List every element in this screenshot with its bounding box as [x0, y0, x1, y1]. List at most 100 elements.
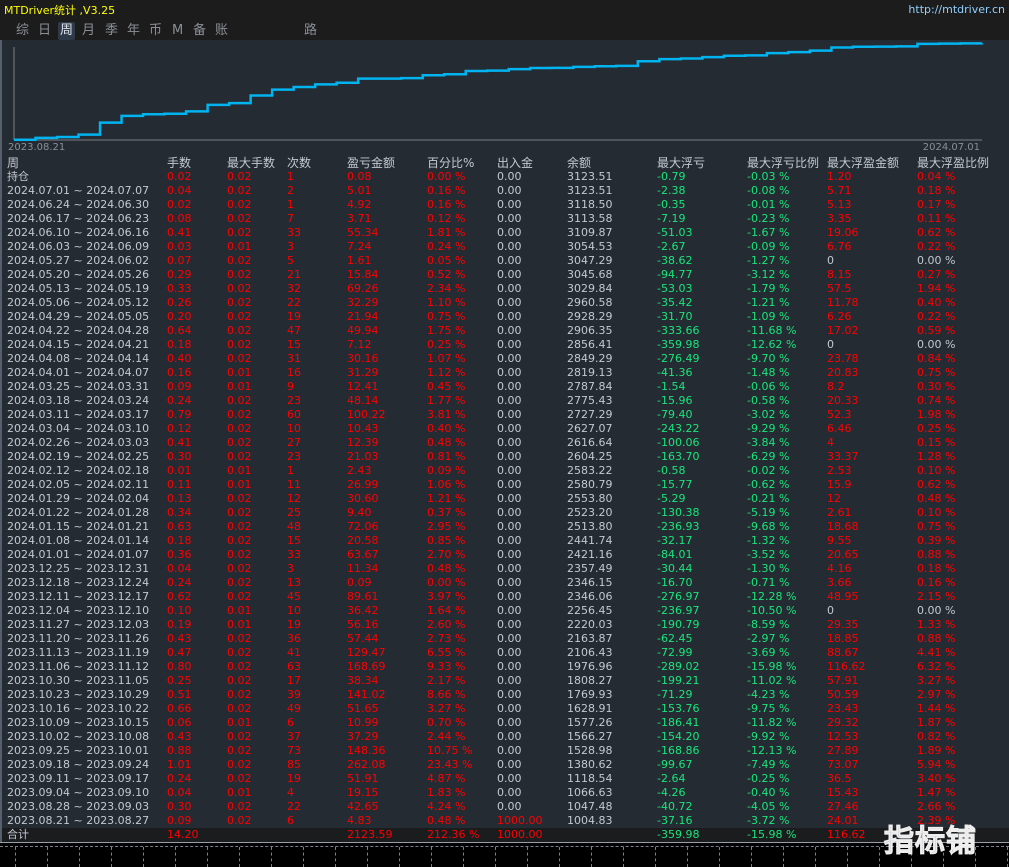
- deposit-cell: 0.00: [497, 352, 522, 365]
- max-float-profit-cell: 3.66: [827, 576, 852, 589]
- max-float-loss-cell: -100.06: [657, 436, 700, 449]
- profit-cell: 11.34: [347, 562, 379, 575]
- max-float-loss-pct-cell: -12.13 %: [747, 744, 797, 757]
- lots-cell: 0.09: [167, 380, 192, 393]
- max-float-loss-cell: -72.99: [657, 646, 693, 659]
- week-cell: 2023.10.02 ~ 2023.10.08: [7, 730, 150, 743]
- lots-cell: 0.12: [167, 422, 192, 435]
- tab-5[interactable]: 年: [127, 23, 141, 38]
- deposit-cell: 0.00: [497, 660, 522, 673]
- max-float-loss-cell: -16.70: [657, 576, 693, 589]
- max-float-profit-pct-cell: 0.10 %: [917, 464, 956, 477]
- table-row: 2024.04.29 ~ 2024.05.05 0.20 0.02 19 21.94 0.…: [2, 310, 1009, 324]
- max-float-profit-pct-cell: 0.88 %: [917, 632, 956, 645]
- count-cell: 7: [287, 212, 294, 225]
- max-float-loss-pct-cell: -3.02 %: [747, 408, 790, 421]
- week-cell: 2024.01.22 ~ 2024.01.28: [7, 506, 150, 519]
- max-float-loss-cell: -289.02: [657, 660, 700, 673]
- count-cell: 15: [287, 338, 301, 351]
- week-cell: 2023.08.21 ~ 2023.08.27: [7, 814, 150, 827]
- max-float-loss-pct-cell: -8.59 %: [747, 618, 790, 631]
- deposit-cell: 0.00: [497, 170, 522, 183]
- tab-4[interactable]: 季: [105, 23, 119, 38]
- profit-cell: 89.61: [347, 590, 379, 603]
- balance-cell: 2346.06: [567, 590, 613, 603]
- table-row: 2024.03.04 ~ 2024.03.10 0.12 0.02 10 10.43 0.…: [2, 422, 1009, 436]
- deposit-cell: 0.00: [497, 226, 522, 239]
- max-float-profit-cell: 5.13: [827, 198, 852, 211]
- table-row: 2024.05.20 ~ 2024.05.26 0.29 0.02 21 15.84 0.…: [2, 268, 1009, 282]
- table-row: 2024.02.26 ~ 2024.03.03 0.41 0.02 27 12.39 0.…: [2, 436, 1009, 450]
- max-float-loss-pct-cell: -10.50 %: [747, 604, 797, 617]
- max-float-profit-pct-cell: 0.30 %: [917, 380, 956, 393]
- count-cell: 22: [287, 296, 301, 309]
- max-float-loss-pct-cell: -15.98 %: [747, 660, 797, 673]
- max-float-loss-cell: -37.16: [657, 814, 693, 827]
- table-row: 2023.10.02 ~ 2023.10.08 0.43 0.02 37 37.29 2.…: [2, 730, 1009, 744]
- tab-3[interactable]: 月: [82, 23, 96, 38]
- max-lots-cell: 0.02: [227, 170, 252, 183]
- percent-cell: 1.83 %: [427, 786, 466, 799]
- lots-cell: 0.47: [167, 646, 192, 659]
- deposit-cell: 0.00: [497, 786, 522, 799]
- max-float-loss-pct-cell: -1.27 %: [747, 254, 790, 267]
- max-float-profit-cell: 0: [827, 338, 834, 351]
- lots-cell: 0.13: [167, 492, 192, 505]
- count-cell: 73: [287, 744, 301, 757]
- table-row: 2024.01.08 ~ 2024.01.14 0.18 0.02 15 20.58 0.…: [2, 534, 1009, 548]
- max-float-profit-cell: 9.55: [827, 534, 852, 547]
- max-float-profit-cell: 29.32: [827, 716, 859, 729]
- week-cell: 合计: [7, 828, 29, 841]
- deposit-cell: 0.00: [497, 618, 522, 631]
- count-cell: 4: [287, 786, 294, 799]
- max-float-loss-pct-cell: -1.30 %: [747, 562, 790, 575]
- week-cell: 2024.04.01 ~ 2024.04.07: [7, 366, 150, 379]
- balance-cell: 余额: [567, 156, 592, 170]
- balance-cell: 2553.80: [567, 492, 613, 505]
- max-float-profit-pct-cell: 0.00 %: [917, 338, 956, 351]
- tab-6[interactable]: 币: [149, 23, 163, 38]
- table-row: 2023.08.21 ~ 2023.08.27 0.09 0.02 6 4.83 0.48…: [2, 814, 1009, 828]
- max-float-loss-pct-cell: -11.82 %: [747, 716, 797, 729]
- max-float-profit-pct-cell: 0.11 %: [917, 212, 956, 225]
- table-row: 2023.09.25 ~ 2023.10.01 0.88 0.02 73 148.36 1…: [2, 744, 1009, 758]
- max-float-loss-cell: -94.77: [657, 268, 693, 281]
- max-float-loss-cell: -243.22: [657, 422, 700, 435]
- max-float-loss-cell: -154.20: [657, 730, 700, 743]
- max-float-loss-cell: -53.03: [657, 282, 693, 295]
- max-float-profit-cell: 11.78: [827, 296, 859, 309]
- profit-cell: 3.71: [347, 212, 372, 225]
- profit-cell: 148.36: [347, 744, 386, 757]
- deposit-cell: 0.00: [497, 674, 522, 687]
- max-lots-cell: 0.02: [227, 632, 252, 645]
- percent-cell: 2.34 %: [427, 282, 466, 295]
- profit-cell: 15.84: [347, 268, 379, 281]
- grid-line: [495, 847, 496, 867]
- lots-cell: 0.51: [167, 688, 192, 701]
- max-float-profit-pct-cell: 1.44 %: [917, 702, 956, 715]
- grid-line: [79, 847, 80, 867]
- percent-cell: 3.81 %: [427, 408, 466, 421]
- website-link[interactable]: http://mtdriver.cn: [908, 3, 1005, 16]
- max-float-profit-pct-cell: 2.66 %: [917, 800, 956, 813]
- table-header: 周 手数 最大手数 次数 盈亏金额 百分比% 出入金 余额 最大浮亏 最大浮亏比例 最大浮盈金额 最大…: [2, 156, 1009, 170]
- week-cell: 2024.04.08 ~ 2024.04.14: [7, 352, 150, 365]
- tab-1[interactable]: 日: [38, 23, 52, 38]
- tab-2[interactable]: 周: [58, 22, 76, 40]
- tab-0[interactable]: 综: [16, 23, 30, 38]
- max-float-profit-pct-cell: 0.15 %: [917, 436, 956, 449]
- week-cell: 2024.02.05 ~ 2024.02.11: [7, 478, 150, 491]
- max-float-profit-pct-cell: 0.74 %: [917, 394, 956, 407]
- week-cell: 2024.06.24 ~ 2024.06.30: [7, 198, 150, 211]
- max-float-profit-pct-cell: 4.41 %: [917, 646, 956, 659]
- table-row: 2023.10.23 ~ 2023.10.29 0.51 0.02 39 141.02 8…: [2, 688, 1009, 702]
- week-cell: 2023.09.18 ~ 2023.09.24: [7, 758, 150, 771]
- max-float-profit-pct-cell: 1.98 %: [917, 408, 956, 421]
- profit-cell: 20.58: [347, 534, 379, 547]
- balance-cell: 3123.51: [567, 184, 613, 197]
- max-float-loss-cell: -99.67: [657, 758, 693, 771]
- tab-8[interactable]: 备: [193, 23, 207, 38]
- tab-7[interactable]: M: [172, 23, 184, 38]
- max-float-profit-pct-cell: 0.88 %: [917, 548, 956, 561]
- max-float-loss-cell: -41.36: [657, 366, 693, 379]
